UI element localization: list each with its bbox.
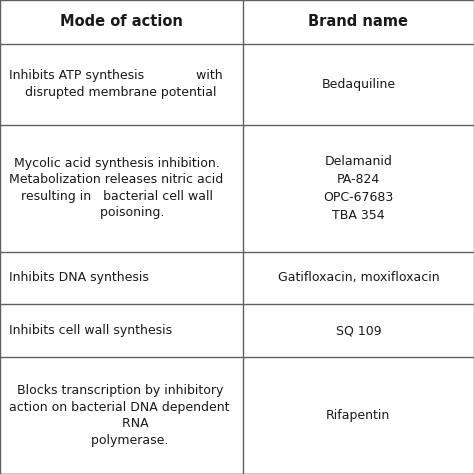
Text: Brand name: Brand name [309,14,408,29]
Text: SQ 109: SQ 109 [336,324,381,337]
Text: Inhibits DNA synthesis: Inhibits DNA synthesis [9,272,149,284]
Text: Delamanid
PA-824
OPC-67683
TBA 354: Delamanid PA-824 OPC-67683 TBA 354 [323,155,393,222]
Text: Inhibits ATP synthesis             with
  disrupted membrane potential: Inhibits ATP synthesis with disrupted me… [9,69,223,99]
Text: Inhibits cell wall synthesis: Inhibits cell wall synthesis [9,324,173,337]
Text: Mycolic acid synthesis inhibition.
Metabolization releases nitric acid
resulting: Mycolic acid synthesis inhibition. Metab… [9,157,224,219]
Text: Mode of action: Mode of action [60,14,183,29]
Text: Bedaquiline: Bedaquiline [321,78,395,91]
Text: Blocks transcription by inhibitory
action on bacterial DNA dependent
        RNA: Blocks transcription by inhibitory actio… [9,384,230,447]
Text: Rifapentin: Rifapentin [326,409,391,422]
Text: Gatifloxacin, moxifloxacin: Gatifloxacin, moxifloxacin [278,272,439,284]
